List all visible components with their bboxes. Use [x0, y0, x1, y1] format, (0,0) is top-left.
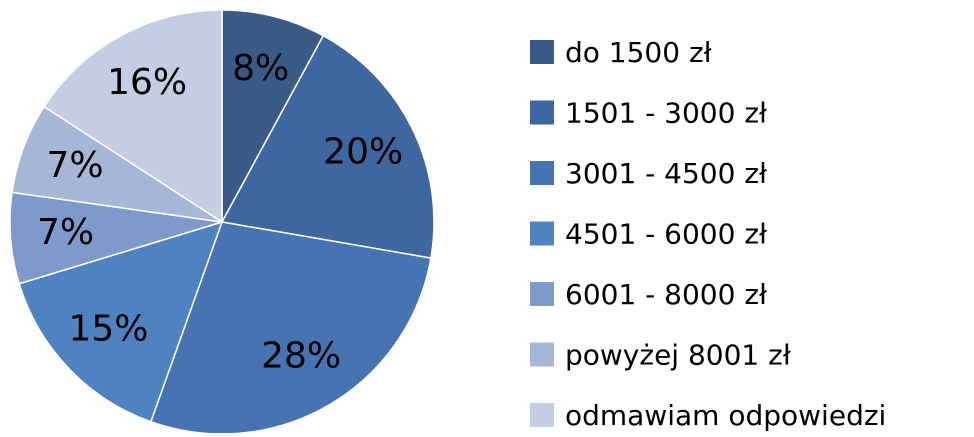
legend-label: odmawiam odpowiedzi: [565, 399, 886, 432]
data-label: 15%: [69, 308, 149, 349]
legend-swatch: [530, 282, 554, 306]
legend-label: 6001 - 8000 zł: [565, 278, 767, 311]
legend-label: powyżej 8001 zł: [565, 339, 791, 372]
legend-swatch: [530, 40, 554, 64]
data-label: 7%: [46, 145, 103, 186]
data-label: 7%: [37, 212, 94, 253]
pie-slice: [149, 221, 432, 435]
legend-swatch: [530, 161, 554, 185]
legend-swatch: [530, 403, 554, 427]
pie-slice: [18, 220, 224, 423]
legend-label: 1501 - 3000 zł: [565, 97, 767, 130]
pie-slice: [220, 34, 435, 259]
legend-swatch: [530, 342, 554, 367]
data-label: 8%: [232, 48, 289, 89]
legend-swatch: [530, 100, 554, 125]
data-label: 20%: [323, 132, 403, 173]
data-label: 16%: [107, 62, 187, 103]
legend-label: 3001 - 4500 zł: [565, 157, 767, 190]
legend-label: do 1500 zł: [565, 36, 712, 69]
data-label: 28%: [261, 335, 341, 376]
pie-slice: [43, 9, 223, 224]
legend-swatch: [530, 221, 554, 246]
legend-label: 4501 - 6000 zł: [565, 218, 767, 251]
pie-slice: [221, 9, 325, 223]
